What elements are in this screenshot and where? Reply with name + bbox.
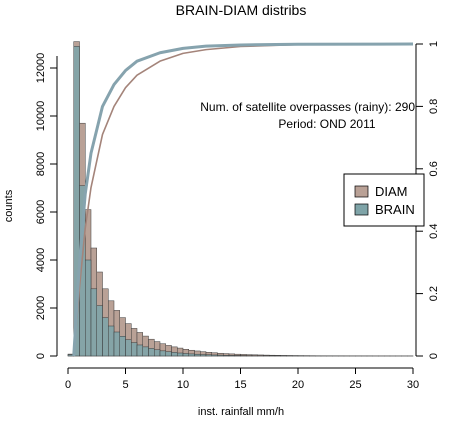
left-tick-label: 12000	[35, 53, 47, 84]
bar-brain	[200, 354, 207, 357]
bar-brain	[223, 355, 230, 357]
bar-brain	[125, 339, 132, 357]
x-tick-label: 25	[349, 379, 361, 391]
bar-brain	[113, 331, 120, 357]
bar-brain	[188, 353, 195, 357]
bar-brain	[154, 349, 161, 357]
bar-brain	[142, 346, 149, 357]
bar-brain	[177, 352, 184, 357]
bar-brain	[194, 353, 201, 357]
y-axis-label: counts	[3, 189, 15, 222]
x-tick-label: 10	[177, 379, 189, 391]
annotation-overpasses: Num. of satellite overpasses (rainy): 29…	[200, 100, 415, 114]
left-tick-label: 10000	[35, 101, 47, 132]
bar-brain	[205, 354, 212, 357]
x-tick-label: 15	[234, 379, 246, 391]
right-tick-label: 0.2	[428, 286, 440, 301]
bar-brain	[148, 348, 155, 357]
bar-brain	[159, 350, 166, 357]
legend-label-brain: BRAIN	[375, 202, 415, 217]
x-ticks: 0 5 10 15 20 25 30	[65, 368, 419, 391]
cdf-layer	[72, 42, 414, 357]
x-axis-label: inst. rainfall mm/h	[198, 406, 284, 418]
bar-brain	[228, 355, 235, 357]
bar-brain	[136, 344, 143, 357]
x-tick-label: 5	[122, 379, 128, 391]
left-tick-label: 4000	[35, 248, 47, 272]
bar-brain	[131, 342, 138, 357]
x-tick-label: 0	[65, 379, 71, 391]
annotation-period: Period: OND 2011	[278, 117, 375, 131]
bar-brain	[85, 259, 92, 357]
right-tick-label: 0.6	[428, 161, 440, 176]
x-tick-label: 20	[292, 379, 304, 391]
left-ticks: 0 2000 4000 6000 8000 10000 12000	[35, 53, 57, 359]
bar-brain	[108, 325, 115, 357]
bar-brain	[96, 305, 103, 357]
chart-title: BRAIN-DIAM distribs	[176, 2, 307, 18]
right-ticks: 0 0.2 0.4 0.6 0.8 1	[416, 41, 440, 359]
bar-brain	[171, 352, 178, 357]
bar-brain	[211, 354, 218, 357]
bar-brain	[102, 317, 109, 357]
bar-brain	[119, 336, 126, 357]
cdf-line-brain	[72, 42, 414, 357]
legend-label-diam: DIAM	[375, 184, 408, 199]
right-tick-label: 0.8	[428, 99, 440, 114]
left-tick-label: 8000	[35, 152, 47, 176]
left-tick-label: 2000	[35, 296, 47, 320]
right-tick-label: 0	[428, 353, 440, 359]
left-tick-label: 0	[35, 353, 47, 359]
legend: DIAM BRAIN	[343, 173, 425, 227]
legend-swatch-brain	[354, 203, 369, 216]
cdf-line-diam	[72, 43, 414, 357]
bar-brain	[234, 355, 241, 357]
bar-brain	[165, 351, 172, 357]
bar-brain	[90, 288, 97, 357]
right-tick-label: 1	[428, 41, 440, 47]
right-tick-label: 0.4	[428, 224, 440, 239]
legend-swatch-diam	[354, 185, 369, 198]
left-tick-label: 6000	[35, 200, 47, 224]
bars-layer	[67, 41, 414, 357]
bar-brain	[182, 353, 189, 357]
x-tick-label: 30	[407, 379, 419, 391]
bar-brain	[217, 354, 224, 357]
legend-box	[343, 173, 425, 227]
